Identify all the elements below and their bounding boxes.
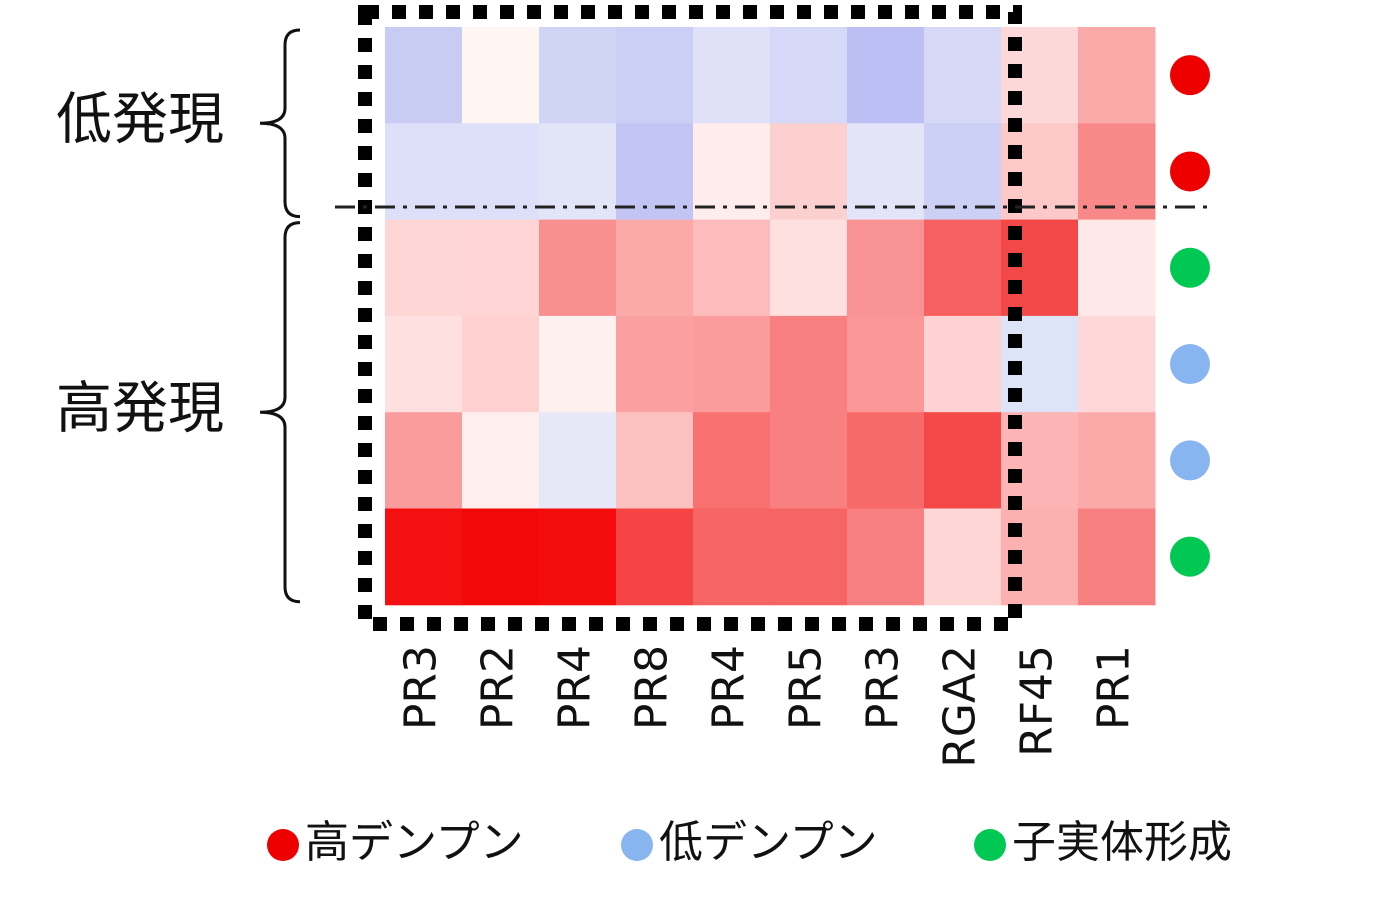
cell — [539, 123, 617, 221]
cell — [770, 123, 848, 221]
row-marker — [1170, 151, 1210, 192]
legend-marker — [974, 829, 1006, 861]
row-marker — [1170, 55, 1210, 96]
cell — [847, 123, 925, 221]
cell — [462, 219, 540, 317]
cell — [924, 315, 1002, 413]
cell — [616, 315, 694, 413]
group-label: 高発現 — [56, 376, 224, 441]
cell — [462, 412, 540, 509]
cell — [847, 412, 925, 509]
cell — [847, 508, 925, 606]
column-label: PR5 — [781, 645, 832, 730]
cell — [924, 508, 1002, 606]
cell — [924, 219, 1002, 317]
cell — [924, 123, 1002, 221]
legend-label: 子実体形成 — [1012, 817, 1232, 868]
cell — [1078, 315, 1156, 413]
cell — [770, 219, 848, 317]
cell — [462, 315, 540, 413]
cell — [847, 315, 925, 413]
cell — [693, 508, 771, 606]
column-label: PR4 — [550, 645, 601, 730]
column-label: RGA2 — [935, 645, 986, 768]
cell — [385, 123, 463, 221]
brace — [259, 28, 301, 219]
cell — [385, 315, 463, 413]
brace — [259, 221, 301, 604]
cell — [693, 123, 771, 221]
cell — [539, 27, 617, 124]
highlight-box — [358, 5, 1022, 631]
cell — [693, 315, 771, 413]
column-label: RF45 — [1012, 645, 1063, 757]
cell — [616, 123, 694, 221]
column-label: PR3 — [396, 645, 447, 730]
cell — [770, 315, 848, 413]
cell — [385, 219, 463, 317]
cell — [693, 219, 771, 317]
column-label: PR3 — [858, 645, 909, 730]
cell — [616, 508, 694, 606]
cell — [462, 123, 540, 221]
column-label: PR1 — [1089, 645, 1140, 730]
column-label: PR4 — [704, 645, 755, 730]
cell — [1078, 123, 1156, 221]
legend-label: 高デンプン — [305, 817, 524, 868]
cell — [770, 412, 848, 509]
cell — [385, 27, 463, 124]
cell — [616, 219, 694, 317]
cell — [385, 412, 463, 509]
cells — [385, 27, 1156, 606]
cell — [770, 508, 848, 606]
cell — [1078, 27, 1156, 124]
cell — [539, 219, 617, 317]
cell — [539, 412, 617, 509]
cell — [1078, 508, 1156, 606]
cell — [924, 412, 1002, 509]
row-marker — [1170, 344, 1210, 385]
legend-label: 低デンプン — [659, 817, 878, 868]
cell — [462, 508, 540, 606]
column-label: PR2 — [473, 645, 524, 730]
cell — [385, 508, 463, 606]
cell — [462, 27, 540, 124]
cell — [616, 412, 694, 509]
cell — [693, 412, 771, 509]
legend-marker — [621, 829, 653, 861]
row-marker — [1170, 247, 1210, 288]
cell — [693, 27, 771, 124]
cell — [847, 27, 925, 124]
group-label: 低発現 — [56, 87, 224, 152]
row-marker — [1170, 440, 1210, 481]
cell — [616, 27, 694, 124]
legend-marker — [267, 829, 299, 861]
cell — [770, 27, 848, 124]
cell — [1078, 219, 1156, 317]
row-marker — [1170, 536, 1210, 577]
cell — [1078, 412, 1156, 509]
cell — [539, 508, 617, 606]
cell — [539, 315, 617, 413]
cell — [924, 27, 1002, 124]
cell — [847, 219, 925, 317]
column-label: PR8 — [627, 645, 678, 730]
